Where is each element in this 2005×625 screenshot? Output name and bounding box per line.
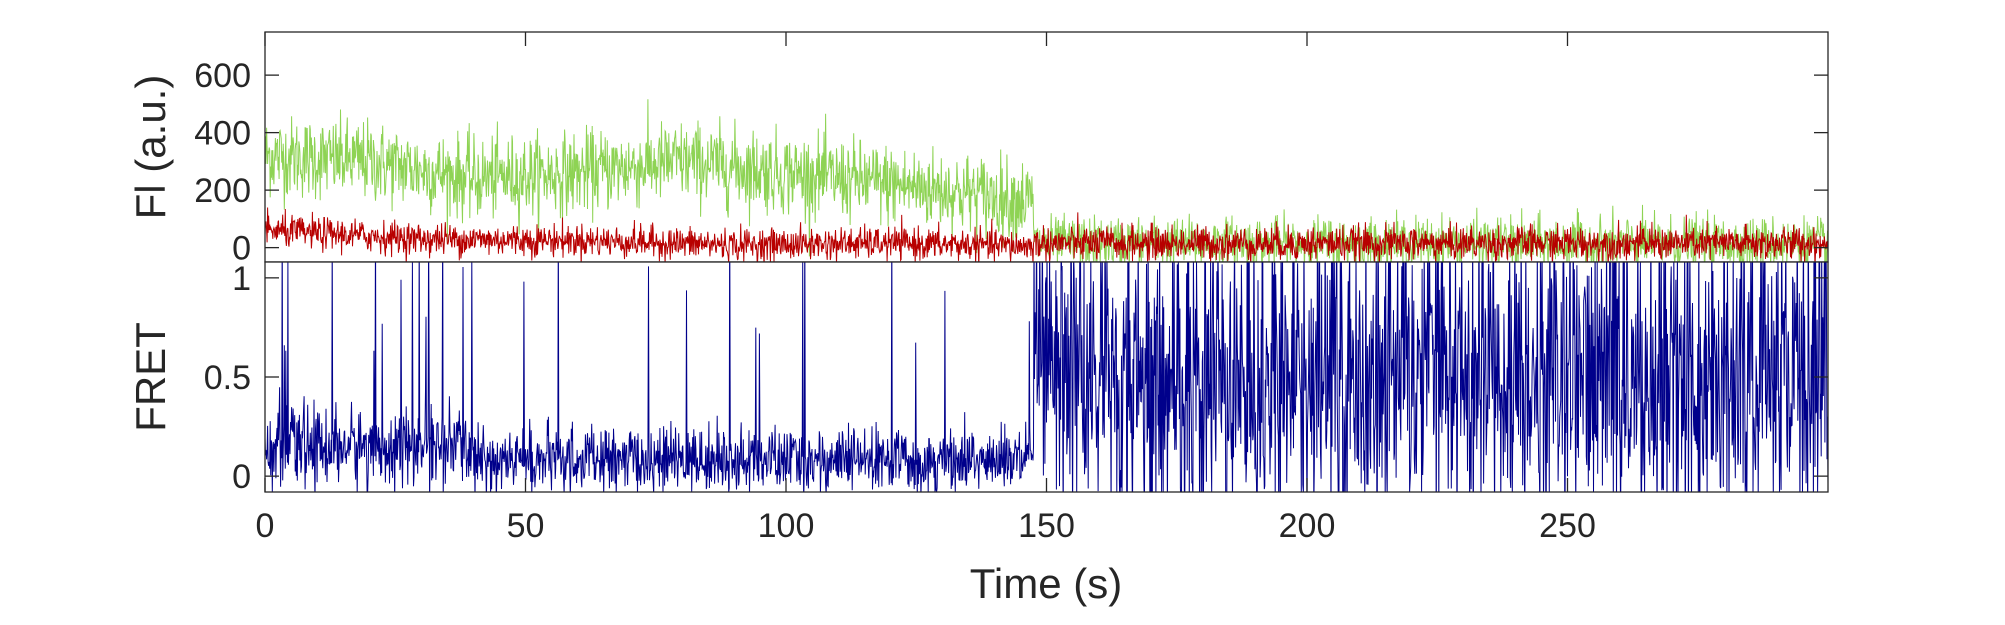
x-axis: 0 50 100 150 200 250 — [256, 32, 1596, 545]
x-tick-label: 50 — [507, 507, 545, 545]
bottom-y-tick-label: 0.5 — [204, 359, 251, 397]
x-tick-label: 200 — [1279, 507, 1336, 545]
top-y-tick-label: 600 — [194, 57, 251, 95]
bottom-y-tick-label: 0 — [232, 458, 251, 496]
top-y-tick-label: 400 — [194, 115, 251, 153]
trace-fret — [265, 262, 1828, 492]
bottom-traces — [265, 262, 1828, 492]
x-tick-label: 150 — [1018, 507, 1075, 545]
top-y-tick-label: 0 — [232, 230, 251, 268]
top-panel: 0 200 400 600 Fl (a.u.) — [127, 31, 1829, 268]
x-tick-label: 0 — [256, 507, 275, 545]
x-tick-label: 250 — [1539, 507, 1596, 545]
x-axis-title: Time (s) — [970, 560, 1122, 607]
top-plot-area — [265, 32, 1828, 262]
bottom-panel: 00.51 0 50 100 150 200 250 FRET Time (s) — [127, 32, 1829, 607]
bottom-y-axis-title: FRET — [127, 322, 174, 432]
top-y-axis-title: Fl (a.u.) — [127, 75, 174, 220]
bottom-y-axis: 00.51 — [204, 260, 1828, 496]
top-y-axis: 0 200 400 600 — [194, 57, 1828, 268]
top-y-tick-label: 200 — [194, 172, 251, 210]
trace-acceptor — [265, 207, 1828, 262]
bottom-y-tick-label: 1 — [232, 260, 251, 298]
top-traces — [265, 99, 1828, 262]
x-tick-label: 100 — [758, 507, 815, 545]
